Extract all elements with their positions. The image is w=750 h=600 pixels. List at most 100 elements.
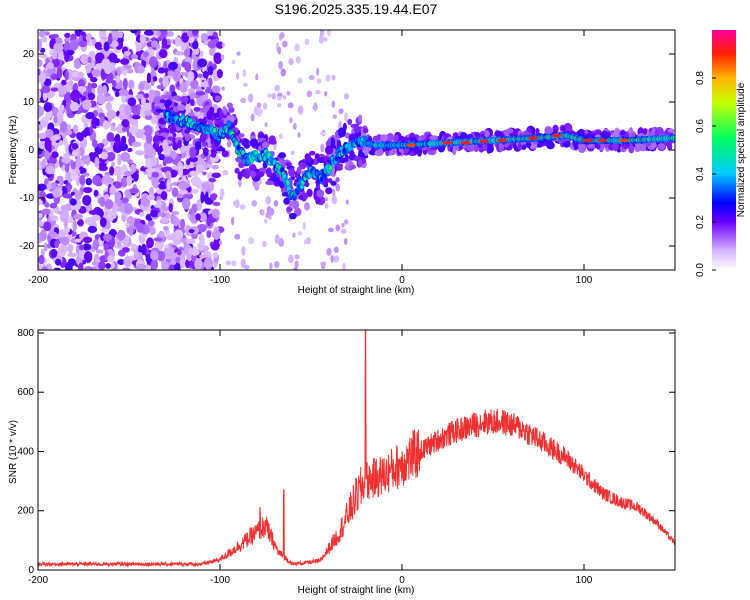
heatmap-cell	[113, 181, 123, 189]
heatmap-cell	[315, 89, 321, 95]
heatmap-cell	[146, 72, 152, 84]
heatmap-cell	[38, 71, 47, 84]
colorbar-ticks: 0.0 0.2 0.4 0.6 0.8	[695, 71, 716, 277]
heatmap-cell	[281, 192, 290, 197]
heatmap-cell	[234, 199, 240, 209]
heatmap-cell	[148, 56, 158, 68]
heatmap-cell	[148, 226, 156, 236]
heatmap-cell	[116, 31, 124, 39]
heatmap-cell	[158, 30, 168, 38]
heatmap-cell	[184, 133, 191, 142]
heatmap-cell	[494, 130, 504, 138]
heatmap-cell	[102, 84, 108, 95]
heatmap-cell	[208, 77, 213, 88]
heatmap-cell	[120, 58, 130, 65]
heatmap-cell	[320, 143, 325, 153]
heatmap-cell	[211, 208, 220, 219]
heatmap-cell	[277, 46, 282, 55]
heatmap-cell	[156, 250, 166, 262]
heatmap-cell	[195, 164, 205, 174]
heatmap-cell	[235, 72, 240, 80]
heatmap-cell	[91, 214, 101, 222]
heatmap-cell	[59, 121, 68, 133]
heatmap-cell	[72, 220, 77, 232]
heatmap-cell	[162, 76, 169, 88]
spectrogram-y-tick-label: 0	[28, 145, 34, 156]
heatmap-cell	[458, 145, 463, 150]
heatmap-cell	[40, 248, 46, 257]
heatmap-cell	[211, 85, 221, 94]
heatmap-cell	[139, 34, 146, 44]
heatmap-cell	[73, 59, 81, 69]
heatmap-cell	[282, 94, 287, 100]
heatmap-cell	[190, 98, 195, 107]
heatmap-cell	[41, 85, 51, 94]
heatmap-cell	[226, 102, 234, 109]
heatmap-cell	[212, 252, 219, 259]
heatmap-cell	[379, 134, 389, 142]
heatmap-cell	[38, 199, 44, 206]
heatmap-cell	[192, 40, 199, 50]
heatmap-cell	[195, 199, 203, 211]
heatmap-cell	[234, 233, 241, 240]
heatmap-cell	[57, 109, 64, 121]
heatmap-cell	[140, 97, 146, 106]
heatmap-cell	[288, 254, 294, 264]
heatmap-cell	[331, 74, 336, 81]
heatmap-cell	[43, 221, 52, 232]
heatmap-cell	[98, 260, 106, 270]
heatmap-cell	[110, 161, 115, 168]
heatmap-cell	[71, 142, 79, 150]
heatmap-cell	[304, 38, 310, 46]
heatmap-cell	[94, 156, 100, 168]
heatmap-cell	[106, 132, 115, 142]
heatmap-cell	[406, 143, 417, 147]
heatmap-cell	[267, 93, 272, 98]
heatmap-cell	[174, 51, 185, 56]
heatmap-cell	[211, 229, 221, 240]
heatmap-cell	[150, 259, 159, 270]
heatmap-cell	[38, 59, 43, 68]
heatmap-cell	[53, 227, 60, 234]
heatmap-cell	[285, 179, 290, 186]
heatmap-cell	[179, 256, 185, 269]
heatmap-cell	[344, 111, 348, 122]
heatmap-cell	[101, 58, 111, 71]
snr-y-tick-label: 200	[17, 506, 34, 517]
heatmap-cell	[170, 125, 177, 134]
heatmap-cell	[105, 263, 112, 269]
heatmap-cell	[201, 182, 210, 190]
heatmap-cell	[286, 90, 291, 96]
heatmap-cell	[316, 189, 325, 198]
heatmap-cell	[619, 138, 630, 143]
heatmap-cell	[216, 68, 223, 79]
heatmap-cell	[213, 52, 223, 65]
heatmap-cell	[235, 156, 244, 163]
heatmap-cell	[181, 168, 189, 176]
heatmap-cell	[151, 175, 159, 188]
heatmap-cell	[273, 260, 280, 268]
heatmap-cell	[324, 196, 329, 202]
heatmap-cell	[242, 82, 248, 87]
heatmap-cell	[171, 187, 179, 198]
heatmap-cell	[96, 93, 107, 105]
heatmap-cell	[85, 111, 95, 120]
heatmap-cell	[123, 256, 132, 268]
chart-title: S196.2025.335.19.44.E07	[275, 1, 438, 17]
heatmap-cell	[129, 117, 139, 126]
heatmap-cell	[544, 125, 553, 136]
heatmap-cell	[170, 257, 177, 266]
colorbar-tick-label: 0.8	[695, 71, 706, 85]
heatmap-cell	[50, 73, 58, 80]
heatmap-cell	[289, 117, 293, 124]
heatmap-cell	[256, 102, 262, 108]
heatmap-cell	[94, 118, 101, 127]
heatmap-cell	[183, 48, 191, 58]
heatmap-cell	[189, 170, 200, 177]
heatmap-cell	[190, 79, 199, 90]
snr-series-line	[38, 330, 675, 568]
heatmap-cell	[296, 166, 302, 175]
heatmap-cell	[292, 232, 296, 238]
heatmap-cell	[172, 217, 181, 226]
heatmap-cell	[595, 129, 602, 135]
